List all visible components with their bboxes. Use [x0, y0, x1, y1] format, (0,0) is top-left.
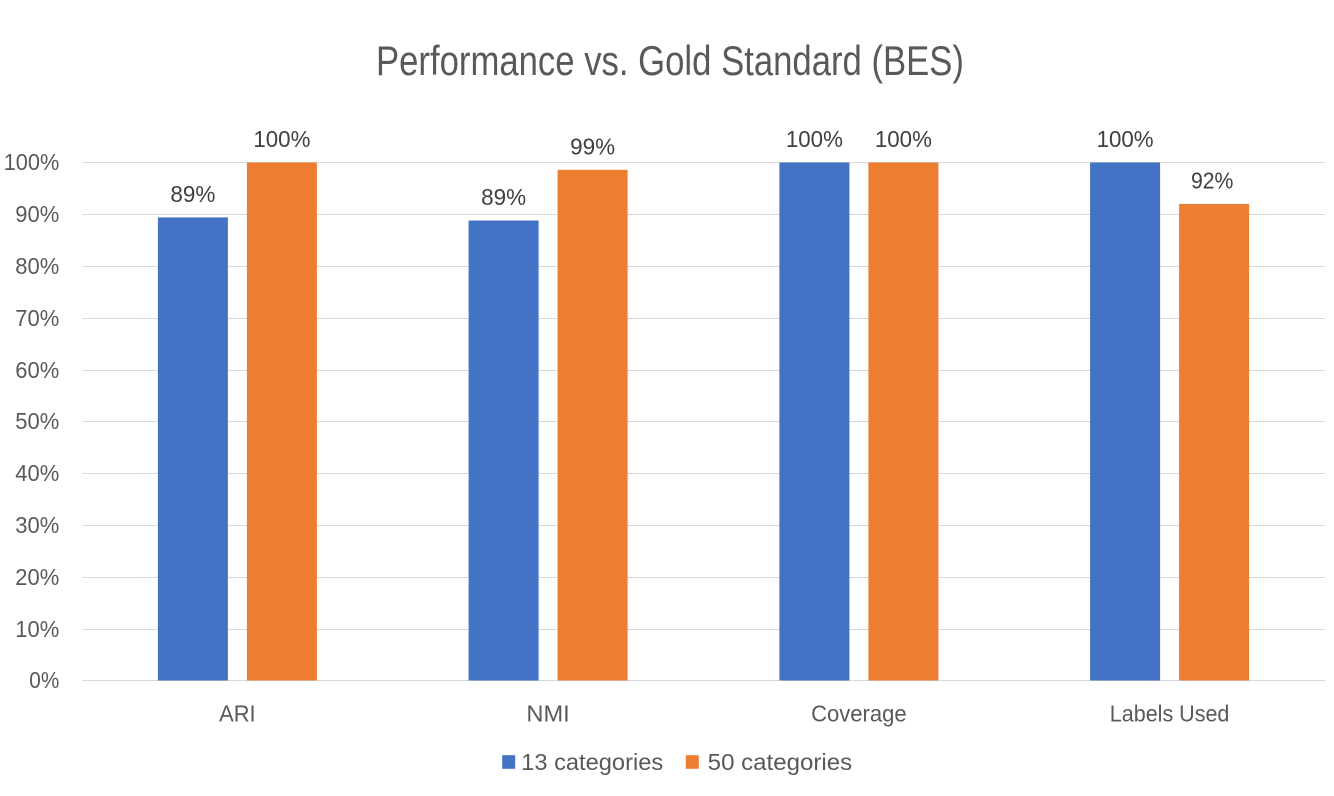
- svg-text:13 categories: 13 categories: [521, 749, 663, 775]
- svg-text:89%: 89%: [481, 184, 526, 210]
- svg-text:Performance vs. Gold Standard: Performance vs. Gold Standard (BES): [376, 37, 964, 84]
- svg-text:50%: 50%: [15, 408, 59, 434]
- svg-text:100%: 100%: [4, 149, 60, 175]
- svg-text:100%: 100%: [1097, 126, 1154, 152]
- svg-text:89%: 89%: [170, 181, 215, 207]
- svg-text:60%: 60%: [15, 357, 59, 383]
- svg-text:92%: 92%: [1191, 167, 1234, 193]
- svg-text:40%: 40%: [15, 460, 59, 486]
- svg-text:80%: 80%: [15, 253, 59, 279]
- svg-text:0%: 0%: [29, 667, 59, 693]
- svg-text:10%: 10%: [15, 616, 59, 642]
- svg-text:90%: 90%: [15, 201, 59, 227]
- svg-text:50 categories: 50 categories: [708, 749, 853, 775]
- svg-text:100%: 100%: [786, 126, 843, 152]
- svg-text:Coverage: Coverage: [811, 701, 907, 727]
- svg-text:70%: 70%: [15, 305, 59, 331]
- svg-text:99%: 99%: [570, 133, 615, 159]
- svg-text:30%: 30%: [15, 512, 59, 538]
- svg-text:Labels Used: Labels Used: [1110, 701, 1230, 727]
- svg-text:NMI: NMI: [526, 701, 569, 727]
- svg-text:100%: 100%: [253, 126, 310, 152]
- svg-text:20%: 20%: [15, 564, 59, 590]
- svg-text:ARI: ARI: [219, 701, 256, 727]
- svg-text:100%: 100%: [875, 126, 932, 152]
